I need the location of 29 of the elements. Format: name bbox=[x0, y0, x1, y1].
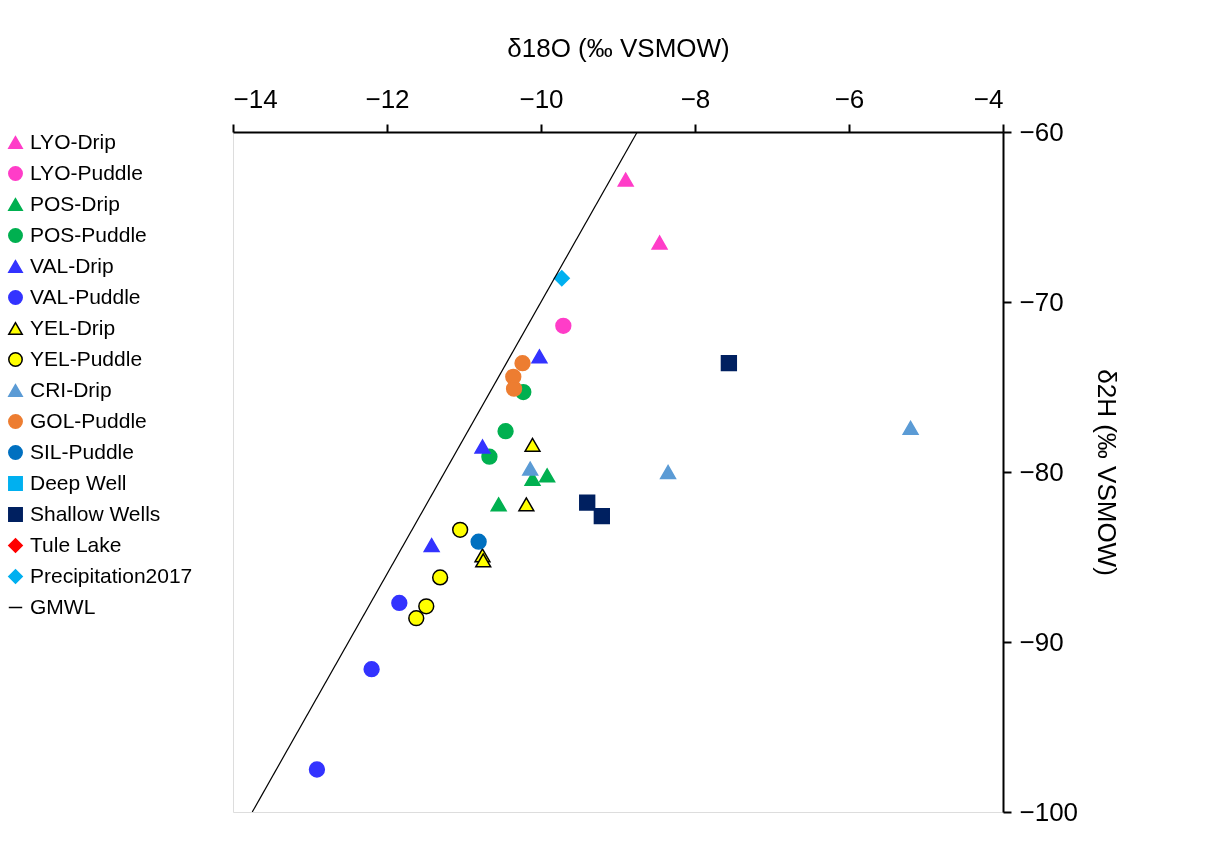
legend-label: CRI-Drip bbox=[30, 377, 112, 401]
x-axis-title: δ18O (‰ VSMOW) bbox=[507, 32, 730, 63]
y-tick-label: −100 bbox=[1019, 796, 1079, 827]
y-tick-label: −60 bbox=[1019, 116, 1064, 147]
legend-label: GMWL bbox=[30, 594, 96, 618]
legend-label: POS-Drip bbox=[30, 191, 120, 215]
x-tick-label: −12 bbox=[365, 83, 410, 114]
x-tick-label: −4 bbox=[973, 83, 1004, 114]
legend-label: Shallow Wells bbox=[30, 501, 161, 525]
legend-label: LYO-Puddle bbox=[30, 160, 143, 184]
y-tick-label: −70 bbox=[1019, 286, 1064, 317]
legend-label: YEL-Puddle bbox=[30, 346, 143, 370]
legend-label: GOL-Puddle bbox=[30, 408, 147, 432]
legend-label: Precipitation2017 bbox=[30, 563, 193, 587]
y-axis-title: δ2H (‰ VSMOW) bbox=[1092, 369, 1123, 576]
legend-label: POS-Puddle bbox=[30, 222, 147, 246]
legend-label: YEL-Drip bbox=[30, 315, 116, 339]
x-tick-label: −10 bbox=[519, 83, 564, 114]
x-tick-label: −8 bbox=[680, 83, 711, 114]
legend-label: SIL-Puddle bbox=[30, 439, 134, 463]
legend-label: Deep Well bbox=[30, 470, 127, 494]
legend-label: VAL-Puddle bbox=[30, 284, 141, 308]
legend-label: Tule Lake bbox=[30, 532, 122, 556]
legend-label: LYO-Drip bbox=[30, 129, 116, 153]
legend-label: VAL-Drip bbox=[30, 253, 114, 277]
x-tick-label: −14 bbox=[233, 83, 278, 114]
y-tick-label: −80 bbox=[1019, 456, 1064, 487]
x-tick-label: −6 bbox=[834, 83, 865, 114]
y-tick-label: −90 bbox=[1019, 626, 1064, 657]
